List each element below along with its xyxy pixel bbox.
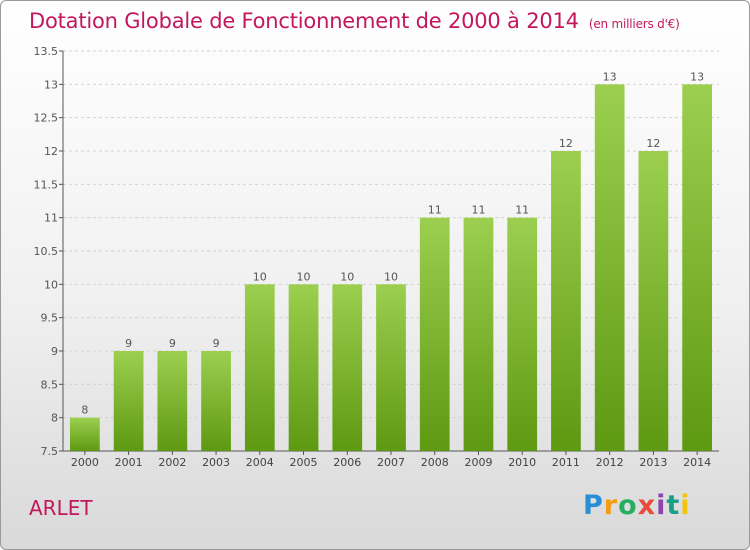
- bar-2003: [201, 351, 231, 451]
- y-tick-label: 9.5: [41, 312, 59, 325]
- x-tick-label: 2008: [421, 456, 449, 469]
- bar-2001: [113, 351, 144, 451]
- proxiti-logo[interactable]: Proxiti: [583, 490, 691, 521]
- bar-2006: [332, 284, 363, 451]
- data-label: 12: [559, 137, 573, 150]
- bar-2010: [507, 217, 538, 451]
- x-tick-label: 2006: [333, 456, 361, 469]
- x-tick-label: 2012: [596, 456, 624, 469]
- bar-2014: [682, 84, 713, 451]
- bar-2012: [594, 84, 625, 451]
- bar-2009: [463, 217, 494, 451]
- y-tick-label: 9: [51, 345, 58, 358]
- data-label: 9: [169, 337, 176, 350]
- y-tick-label: 10.5: [34, 245, 59, 258]
- bar-2004: [244, 284, 275, 451]
- y-tick-label: 12: [44, 145, 58, 158]
- data-label: 10: [297, 270, 311, 283]
- y-tick-label: 7.5: [41, 445, 59, 458]
- x-tick-label: 2003: [202, 456, 230, 469]
- x-tick-label: 2010: [508, 456, 536, 469]
- chart-subtitle: (en milliers d'€): [588, 17, 680, 31]
- bar-2011: [551, 151, 581, 451]
- x-tick-label: 2001: [115, 456, 143, 469]
- data-label: 10: [384, 270, 398, 283]
- chart-title-text: Dotation Globale de Fonctionnement de 20…: [29, 9, 579, 33]
- y-tick-label: 8.5: [41, 378, 59, 391]
- x-tick-label: 2005: [290, 456, 318, 469]
- y-tick-label: 10: [44, 278, 58, 291]
- data-label: 11: [515, 204, 529, 217]
- data-label: 13: [690, 70, 704, 83]
- y-tick-label: 12.5: [34, 112, 59, 125]
- y-tick-label: 11: [44, 212, 58, 225]
- bar-2002: [157, 351, 188, 451]
- bar-2013: [638, 151, 669, 451]
- data-label: 11: [428, 204, 442, 217]
- bars: [69, 84, 713, 451]
- y-tick-label: 8: [51, 412, 58, 425]
- data-label: 8: [81, 404, 88, 417]
- x-tick-label: 2004: [246, 456, 274, 469]
- x-tick-label: 2002: [158, 456, 186, 469]
- data-label: 10: [340, 270, 354, 283]
- x-tick-label: 2013: [639, 456, 667, 469]
- x-tick-label: 2007: [377, 456, 405, 469]
- x-tick-label: 2000: [71, 456, 99, 469]
- x-tick-label: 2009: [464, 456, 492, 469]
- y-tick-label: 13: [44, 78, 58, 91]
- data-label: 9: [125, 337, 132, 350]
- x-tick-label: 2014: [683, 456, 711, 469]
- data-labels: 8 9 9 9 10 10 10 10 11 11 11 12 13 12 13: [81, 70, 704, 416]
- bar-2000: [69, 417, 100, 451]
- bar-2007: [376, 284, 406, 451]
- x-axis-ticks: 2000 2001 2002 2003 2004 2005 2006 2007 2008 2009…: [71, 451, 711, 469]
- data-label: 12: [646, 137, 660, 150]
- data-label: 9: [213, 337, 220, 350]
- commune-name: ARLET: [29, 496, 93, 520]
- y-axis-ticks: 7.5 8 8.5 9 9.5 10 10.5 11 11.5 12 12.5 13 13.5: [34, 45, 63, 458]
- data-label: 11: [471, 204, 485, 217]
- bar-2005: [288, 284, 319, 451]
- x-tick-label: 2011: [552, 456, 580, 469]
- data-label: 10: [253, 270, 267, 283]
- chart-title: Dotation Globale de Fonctionnement de 20…: [29, 9, 680, 33]
- y-tick-label: 13.5: [34, 45, 59, 58]
- data-label: 13: [603, 70, 617, 83]
- bar-2008: [419, 217, 450, 451]
- y-tick-label: 11.5: [34, 178, 59, 191]
